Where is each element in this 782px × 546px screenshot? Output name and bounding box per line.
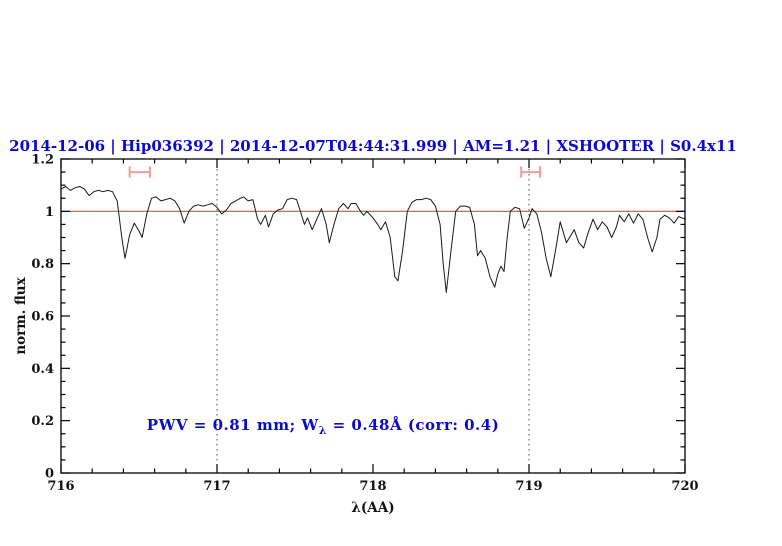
y-tick-label: 0.6: [31, 310, 54, 325]
y-tick-label: 0.2: [31, 414, 54, 429]
y-tick-label: 1: [45, 205, 54, 220]
range-markers: [128, 166, 541, 178]
x-tick-label: 720: [671, 479, 698, 494]
y-tick-label: 0: [45, 467, 54, 482]
tick-labels: 716 717 718 719 720 0 0.2 0.4 0.6 0.8 1 1.2: [31, 153, 698, 495]
y-tick-label: 0.8: [31, 257, 54, 272]
y-axis-label: norm. flux: [13, 276, 29, 354]
axes: [60, 158, 686, 474]
pwv-annotation-subscript: λ: [319, 424, 327, 437]
x-tick-label: 717: [203, 479, 230, 494]
x-tick-label: 719: [515, 479, 542, 494]
y-tick-label: 1.2: [31, 153, 54, 168]
pwv-annotation: PWV = 0.81 mm; Wλ = 0.48Å (corr: 0.4): [147, 416, 500, 437]
pwv-annotation-main: PWV = 0.81 mm; W: [147, 416, 320, 434]
plot-title: 2014-12-06 | Hip036392 | 2014-12-07T04:4…: [9, 137, 737, 155]
x-tick-label: 716: [47, 479, 74, 494]
y-tick-label: 0.4: [31, 362, 54, 377]
x-axis-label: λ(AA): [351, 500, 394, 516]
spectrum-curve: [60, 186, 686, 293]
x-tick-label: 718: [359, 479, 386, 494]
pwv-annotation-tail: = 0.48Å (corr: 0.4): [327, 416, 499, 434]
